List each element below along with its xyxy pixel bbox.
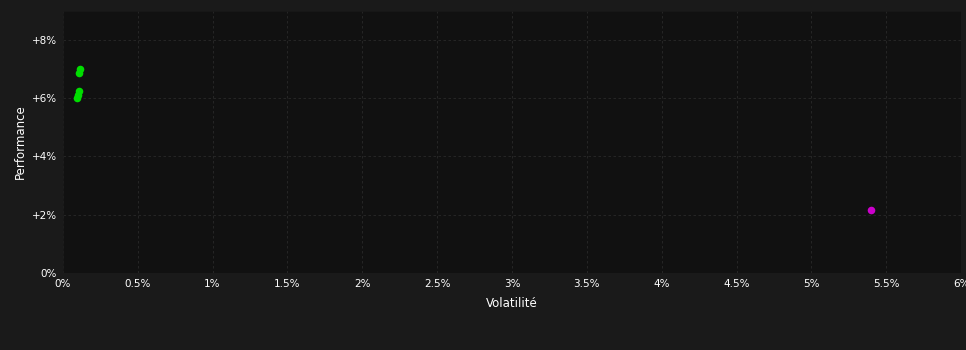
Point: [72, 66, 88, 72]
X-axis label: Volatilité: Volatilité: [486, 297, 538, 310]
Point: [71, 92, 86, 98]
Point: [70, 95, 85, 101]
Point: [71, 88, 87, 93]
Y-axis label: Performance: Performance: [14, 104, 26, 179]
Point: [864, 208, 879, 213]
Point: [71, 70, 86, 76]
